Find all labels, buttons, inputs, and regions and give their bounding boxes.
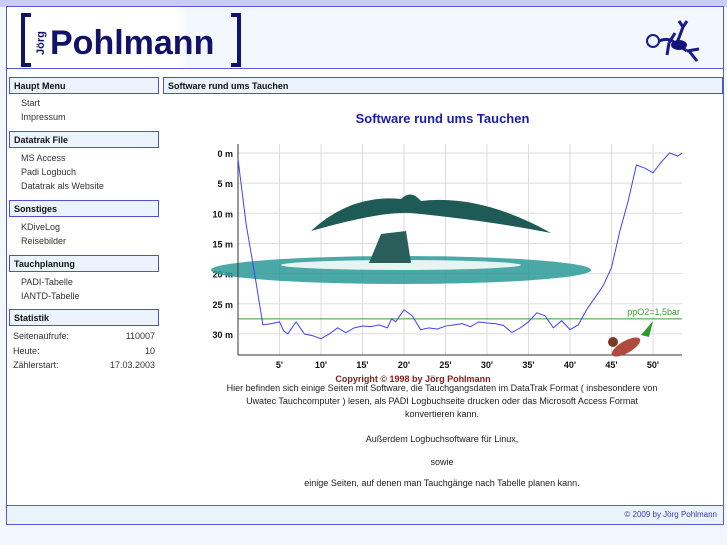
sidebar-item-start[interactable]: Start <box>21 98 41 108</box>
whale-fluke-illustration <box>311 194 551 233</box>
y-tick-label: 15 m <box>212 239 233 249</box>
x-tick-label: 30' <box>481 360 493 370</box>
header: Jörg Pohlmann <box>7 7 723 69</box>
y-tick-label: 10 m <box>212 209 233 219</box>
stat-value: 17.03.2003 <box>109 360 155 370</box>
x-tick-label: 10' <box>315 360 327 370</box>
sidebar-item-padi-logbuch[interactable]: Padi Logbuch <box>21 167 77 177</box>
stat-label: Seitenaufrufe: <box>13 331 70 341</box>
sidebar-item-kdivelog[interactable]: KDiveLog <box>21 222 61 232</box>
y-tick-label: 30 m <box>212 330 233 340</box>
diver-fins <box>641 321 653 337</box>
sidebar-section-statistik: Statistik <box>9 309 159 326</box>
linux-paragraph: Außerdem Logbuchsoftware für Linux, <box>365 434 519 444</box>
logo-first-name: Jörg <box>35 31 47 55</box>
gecko-icon <box>646 20 700 62</box>
content-box-title: Software rund ums Tauchen <box>163 77 723 94</box>
sidebar-item-datatrak-website[interactable]: Datatrak als Website <box>21 181 104 191</box>
stat-label: Zählerstart: <box>13 360 59 370</box>
y-tick-label: 0 m <box>217 149 233 159</box>
top-band <box>0 0 727 7</box>
stat-label: Heute: <box>13 346 40 356</box>
x-tick-label: 25' <box>439 360 451 370</box>
x-tick-label: 15' <box>356 360 368 370</box>
sidebar-item-padi-tabelle[interactable]: PADI-Tabelle <box>21 277 73 287</box>
stat-heute: Heute: 10 <box>13 346 155 356</box>
whale-tail-illustration <box>369 231 411 263</box>
y-tick-label: 5 m <box>217 179 233 189</box>
page-frame: Jörg Pohlmann Haupt Menu Start Impressum… <box>6 6 724 525</box>
footer: © 2009 by Jörg Pohlmann <box>7 505 723 524</box>
x-tick-label: 20' <box>398 360 410 370</box>
sowie-paragraph: sowie <box>430 457 454 467</box>
site-logo[interactable]: Jörg Pohlmann <box>17 11 247 69</box>
sidebar-section-datatrak: Datatrak File <box>9 131 159 148</box>
sidebar-section-haupt-menu: Haupt Menu <box>9 77 159 94</box>
logo-last-name: Pohlmann <box>50 24 214 62</box>
page-title: Software rund ums Tauchen <box>355 111 530 126</box>
diver-illustration <box>611 337 641 357</box>
sidebar-item-impressum[interactable]: Impressum <box>21 112 66 122</box>
intro-paragraph: Hier befinden sich einige Seiten mit Sof… <box>226 383 658 419</box>
diver-head <box>608 337 618 347</box>
water-foam <box>281 260 521 270</box>
dive-profile-chart: 0 m5 m10 m15 m20 m25 m30 m5'10'15'20'25'… <box>211 144 683 384</box>
sidebar-section-tauchplanung: Tauchplanung <box>9 255 159 272</box>
x-tick-label: 45' <box>605 360 617 370</box>
sidebar-section-sonstiges: Sonstiges <box>9 200 159 217</box>
x-tick-label: 50' <box>647 360 659 370</box>
sidebar-item-iantd-tabelle[interactable]: IANTD-Tabelle <box>21 291 80 301</box>
stat-seitenaufrufe: Seitenaufrufe: 110007 <box>13 331 155 341</box>
sidebar-item-ms-access[interactable]: MS Access <box>21 153 66 163</box>
x-tick-label: 5' <box>276 360 283 370</box>
sidebar-item-reisebilder[interactable]: Reisebilder <box>21 236 67 246</box>
x-tick-label: 40' <box>564 360 576 370</box>
footer-copyright: © 2009 by Jörg Pohlmann <box>624 510 717 519</box>
chart-copyright: Copyright © 1998 by Jörg Pohlmann <box>335 374 490 384</box>
stat-zaehlerstart: Zählerstart: 17.03.2003 <box>13 360 155 370</box>
y-tick-label: 25 m <box>212 300 233 310</box>
dive-profile-line <box>237 152 683 340</box>
x-tick-label: 35' <box>522 360 534 370</box>
tabelle-paragraph: einige Seiten, auf denen man Tauchgänge … <box>304 478 580 488</box>
stat-value: 10 <box>144 346 155 356</box>
stat-value: 110007 <box>125 331 155 341</box>
ppo2-label: ppO2=1,5bar <box>627 307 680 317</box>
